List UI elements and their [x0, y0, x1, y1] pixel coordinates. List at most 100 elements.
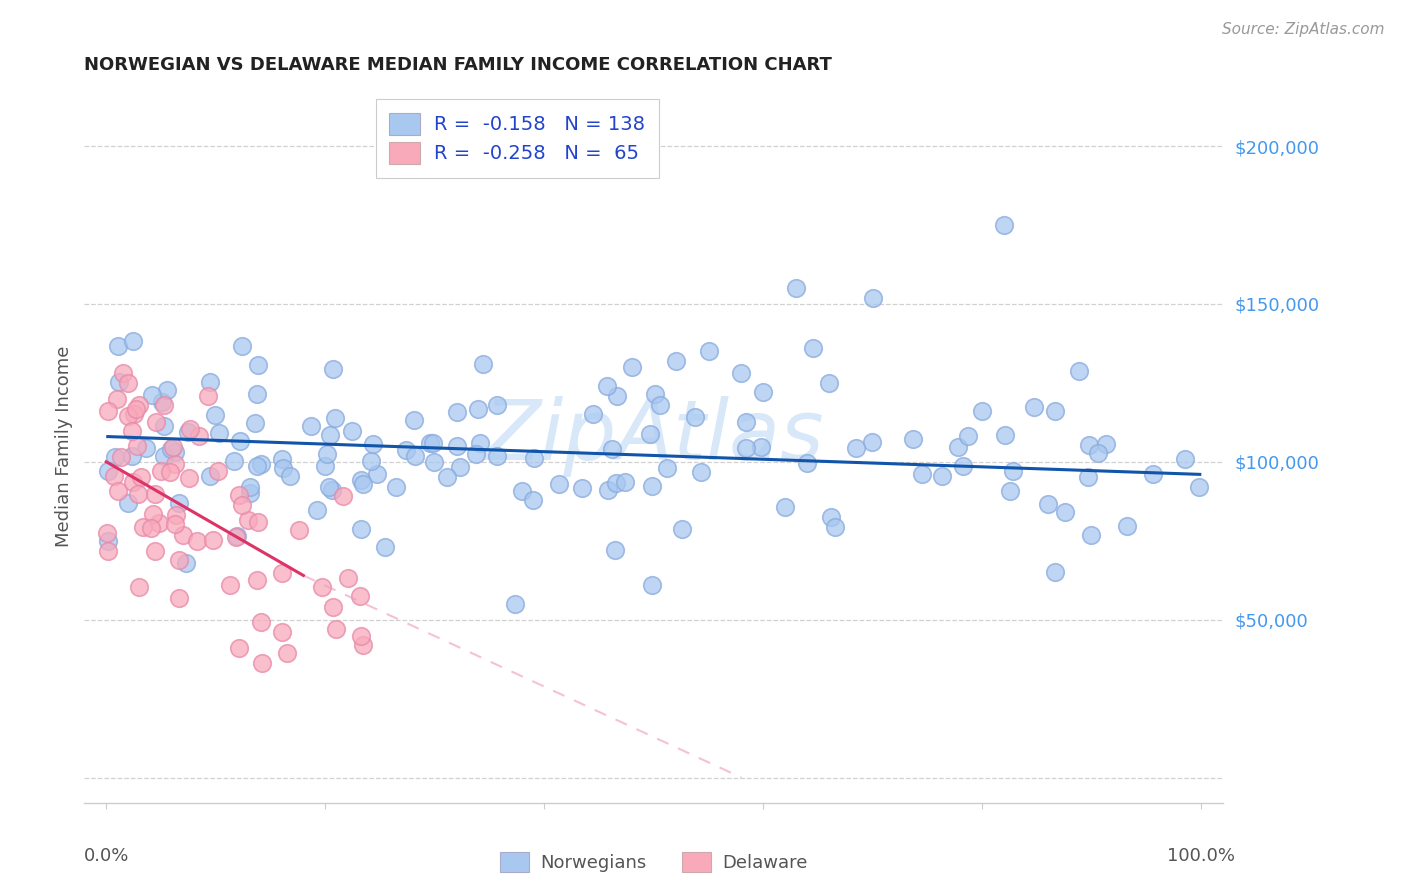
Point — [127, 487, 149, 501]
Point — [735, 415, 758, 429]
Point — [163, 516, 186, 531]
Point — [239, 480, 262, 494]
Point — [644, 387, 666, 401]
Point — [231, 498, 253, 512]
Point — [149, 464, 172, 478]
Point — [361, 436, 384, 450]
Point — [270, 451, 292, 466]
Point — [752, 385, 775, 400]
Text: 0.0%: 0.0% — [83, 847, 129, 865]
Point — [342, 424, 364, 438]
Point — [299, 419, 322, 434]
Point — [97, 533, 120, 548]
Point — [201, 533, 224, 548]
Point — [605, 475, 627, 490]
Point — [422, 436, 444, 450]
Point — [135, 441, 157, 455]
Point — [785, 281, 807, 295]
Point — [436, 470, 458, 484]
Point — [360, 453, 382, 467]
Point — [820, 509, 842, 524]
Point — [402, 413, 425, 427]
Point — [186, 534, 208, 549]
Point — [243, 417, 266, 431]
Point — [305, 503, 328, 517]
Point — [278, 468, 301, 483]
Point — [159, 442, 181, 456]
Point — [270, 624, 292, 639]
Point — [325, 622, 347, 636]
Point — [395, 443, 418, 458]
Point — [97, 464, 120, 478]
Point — [219, 578, 242, 592]
Point — [239, 485, 262, 500]
Point — [862, 291, 884, 305]
Point — [276, 646, 298, 660]
Point — [125, 401, 148, 416]
Point — [107, 483, 129, 498]
Point — [122, 475, 145, 489]
Point — [503, 597, 526, 611]
Point — [252, 656, 274, 670]
Point — [730, 367, 752, 381]
Point — [132, 520, 155, 534]
Point — [657, 460, 679, 475]
Point — [247, 358, 270, 372]
Point — [952, 458, 974, 473]
Point — [108, 375, 131, 389]
Point — [122, 408, 145, 422]
Point — [271, 461, 294, 475]
Point — [128, 580, 150, 594]
Point — [449, 460, 471, 475]
Point — [1067, 364, 1090, 378]
Point — [143, 543, 166, 558]
Point — [860, 435, 883, 450]
Point — [270, 566, 292, 581]
Point — [366, 467, 388, 481]
Point — [141, 388, 163, 402]
Point — [1174, 452, 1197, 467]
Point — [640, 479, 662, 493]
Point — [1054, 505, 1077, 519]
Point — [606, 389, 628, 403]
Point — [177, 470, 200, 484]
Point — [352, 477, 374, 491]
Point — [225, 530, 247, 544]
Point — [845, 441, 868, 455]
Point — [600, 442, 623, 457]
Point — [246, 458, 269, 473]
Point — [465, 447, 488, 461]
Point — [332, 489, 354, 503]
Point — [446, 439, 468, 453]
Point — [204, 409, 226, 423]
Point — [139, 521, 162, 535]
Point — [162, 440, 184, 454]
Point — [250, 457, 273, 471]
Point — [121, 449, 143, 463]
Point — [911, 467, 934, 482]
Point — [1188, 480, 1211, 494]
Point — [153, 449, 176, 463]
Point — [350, 629, 373, 643]
Point — [314, 458, 336, 473]
Point — [931, 468, 953, 483]
Point — [103, 469, 125, 483]
Point — [96, 526, 118, 541]
Legend: Norwegians, Delaware: Norwegians, Delaware — [494, 845, 814, 880]
Point — [352, 638, 374, 652]
Point — [824, 520, 846, 534]
Point — [468, 435, 491, 450]
Point — [671, 522, 693, 536]
Point — [1002, 464, 1025, 478]
Point — [1087, 445, 1109, 459]
Point — [1115, 519, 1137, 533]
Point — [198, 375, 221, 389]
Text: ZipAtlas: ZipAtlas — [484, 396, 824, 477]
Point — [246, 573, 269, 587]
Point — [188, 429, 211, 443]
Text: NORWEGIAN VS DELAWARE MEDIAN FAMILY INCOME CORRELATION CHART: NORWEGIAN VS DELAWARE MEDIAN FAMILY INCO… — [84, 56, 832, 74]
Point — [104, 450, 127, 464]
Point — [246, 515, 269, 529]
Point — [994, 427, 1017, 442]
Point — [207, 464, 229, 478]
